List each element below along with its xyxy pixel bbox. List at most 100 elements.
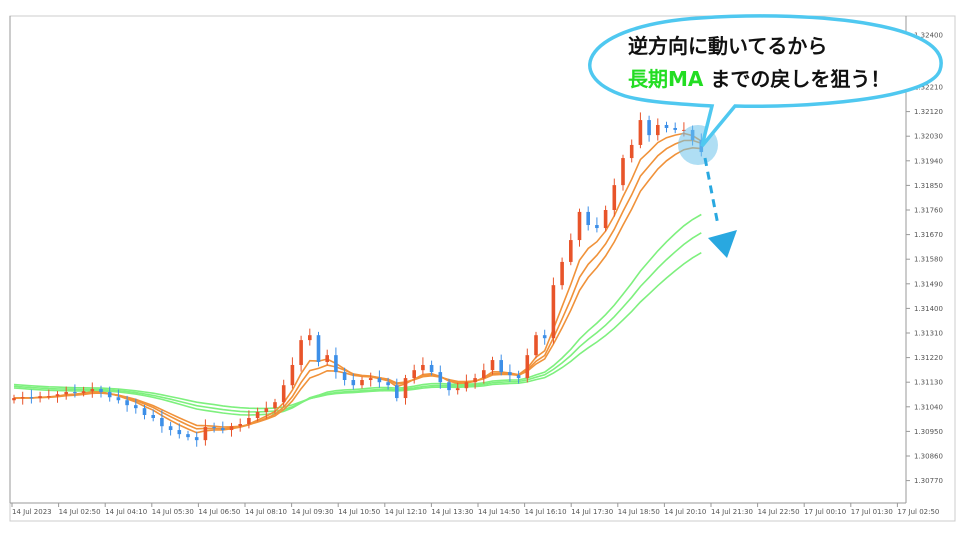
y-tick-label: 1.30770 xyxy=(914,477,943,485)
candle-body xyxy=(464,382,469,389)
candle xyxy=(586,206,590,231)
y-tick-label: 1.31400 xyxy=(914,305,943,313)
candle-body xyxy=(403,378,408,399)
long-ma-line-3 xyxy=(13,252,702,410)
y-tick-label: 1.32030 xyxy=(914,133,943,141)
candle-body xyxy=(342,372,347,381)
candle-body xyxy=(47,396,51,398)
candle xyxy=(81,386,86,397)
candle-body xyxy=(673,128,677,130)
candle xyxy=(551,277,556,344)
candle-body xyxy=(525,355,530,379)
x-tick-label: 17 Jul 02:50 xyxy=(897,508,939,516)
candle-body xyxy=(55,394,60,397)
candle-body xyxy=(273,402,277,409)
candle xyxy=(342,367,347,386)
candle xyxy=(203,419,208,446)
candle xyxy=(47,389,51,400)
candle-body xyxy=(612,185,617,210)
y-tick-label: 1.30950 xyxy=(914,428,943,436)
candle-body xyxy=(656,124,660,136)
y-tick-label: 1.31040 xyxy=(914,403,943,411)
candle xyxy=(656,118,660,141)
candle xyxy=(299,335,303,372)
candle xyxy=(629,139,634,163)
y-tick-label: 1.32210 xyxy=(914,84,943,92)
candle-body xyxy=(73,392,77,394)
candle xyxy=(29,389,34,404)
bubble-text: 逆方向に動いてるから 長期MA までの戻しを狙う！ xyxy=(600,30,940,96)
bubble-line-1: 逆方向に動いてるから xyxy=(628,34,828,58)
candle-body xyxy=(177,430,182,435)
x-tick-label: 14 Jul 08:10 xyxy=(245,508,287,516)
candle-body xyxy=(299,340,303,365)
candle xyxy=(621,154,625,191)
candle xyxy=(508,364,512,382)
candle-body xyxy=(473,378,477,383)
candle xyxy=(325,349,329,366)
candle-body xyxy=(99,389,103,393)
candle xyxy=(308,328,312,346)
candle xyxy=(168,421,173,436)
candle-body xyxy=(542,335,547,339)
candle-body xyxy=(360,380,364,386)
candle xyxy=(569,233,573,266)
candle xyxy=(595,217,599,233)
x-tick-label: 14 Jul 02:50 xyxy=(59,508,101,516)
candle xyxy=(560,257,564,290)
candle xyxy=(38,391,42,403)
candle xyxy=(107,386,112,402)
candle-body xyxy=(386,382,390,386)
y-tick-label: 1.32120 xyxy=(914,108,943,116)
candle xyxy=(673,122,677,134)
y-tick-label: 1.31760 xyxy=(914,207,943,215)
candle-body xyxy=(168,426,173,431)
y-tick-label: 1.31940 xyxy=(914,157,943,165)
candle-body xyxy=(412,370,416,379)
x-tick-label: 14 Jul 2023 xyxy=(12,508,52,516)
speech-bubble xyxy=(588,14,943,148)
y-tick-label: 1.31490 xyxy=(914,280,943,288)
candle-body xyxy=(194,437,199,441)
candle xyxy=(421,357,425,375)
candle-body xyxy=(447,382,451,391)
candle xyxy=(99,385,103,398)
candle xyxy=(194,431,199,447)
candle-body xyxy=(586,211,590,226)
candle-body xyxy=(334,355,338,373)
candle-body xyxy=(595,225,599,229)
x-tick-label: 14 Jul 14:50 xyxy=(478,508,520,516)
candle xyxy=(238,418,242,432)
candle xyxy=(447,378,451,396)
candle-body xyxy=(325,355,329,362)
candle xyxy=(221,421,225,434)
y-tick-label: 1.32400 xyxy=(914,32,943,40)
candle xyxy=(386,377,390,390)
candle-body xyxy=(186,434,190,438)
bubble-line-2: 長期MA までの戻しを狙う！ xyxy=(628,63,940,96)
candle-body xyxy=(38,396,42,399)
candle xyxy=(612,178,617,217)
candle xyxy=(334,347,338,379)
candle-body xyxy=(212,427,216,429)
candle xyxy=(473,373,477,389)
candle-body xyxy=(151,415,155,419)
y-tick-label: 1.31850 xyxy=(914,182,943,190)
x-tick-label: 17 Jul 01:30 xyxy=(851,508,893,516)
candle xyxy=(516,370,521,384)
y-tick-label: 1.31220 xyxy=(914,354,943,362)
candle xyxy=(368,372,373,387)
candle-body xyxy=(281,385,286,403)
x-tick-label: 14 Jul 13:30 xyxy=(431,508,473,516)
candle-body xyxy=(638,120,643,145)
candle-body xyxy=(351,380,356,386)
candle-body xyxy=(603,210,608,229)
annotation-layer xyxy=(588,14,943,258)
x-tick-label: 14 Jul 16:10 xyxy=(525,508,567,516)
candle xyxy=(134,398,138,414)
candle-body xyxy=(377,378,382,383)
y-tick-label: 1.31670 xyxy=(914,231,943,239)
candle xyxy=(116,389,121,404)
candle-body xyxy=(421,364,425,371)
candle-body xyxy=(516,375,521,379)
